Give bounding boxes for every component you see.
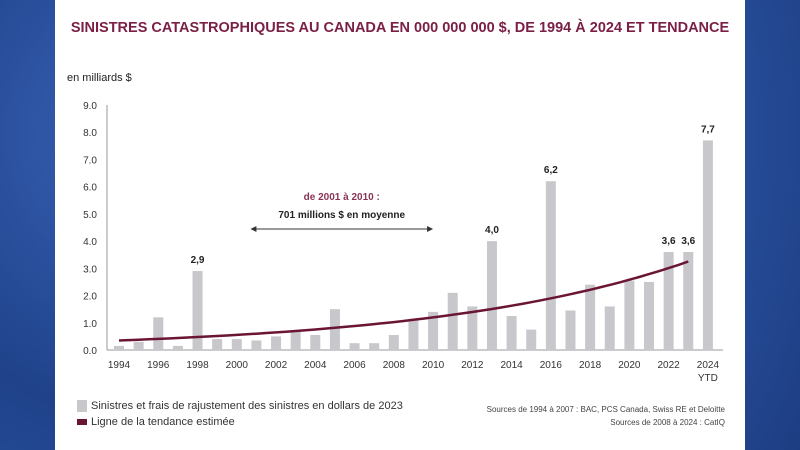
legend-bars: Sinistres et frais de rajustement des si… (77, 400, 403, 412)
legend-swatch-bars (77, 400, 87, 412)
bar-2011 (447, 292, 458, 350)
y-tick-label: 1.0 (83, 319, 97, 330)
legend-label: Ligne de la tendance estimée (91, 416, 235, 428)
legend-trend: Ligne de la tendance estimée (77, 416, 235, 428)
slide: SINISTRES CATASTROPHIQUES AU CANADA EN 0… (55, 0, 745, 450)
bar-2009 (408, 320, 419, 350)
bar-2020 (624, 280, 635, 350)
x-tick-label: 1994 (108, 360, 131, 371)
y-tick-label: 2.0 (83, 292, 97, 303)
bar-1994 (114, 345, 124, 350)
bar-2014 (506, 315, 517, 350)
bar-1998 (192, 271, 203, 350)
y-tick-label: 3.0 (83, 264, 97, 275)
x-tick-label: 2012 (461, 360, 484, 371)
x-tick-sublabel: YTD (698, 373, 718, 384)
y-axis-label: en milliards $ (67, 72, 132, 84)
bar-2017 (565, 310, 576, 350)
bar-2019 (604, 306, 615, 350)
data-label: 2,9 (191, 255, 205, 266)
bar-2018 (585, 284, 596, 350)
legend-swatch-trend (77, 419, 87, 425)
sources: Sources de 1994 à 2007 : BAC, PCS Canada… (487, 403, 725, 429)
bar-2016 (545, 181, 556, 350)
y-tick-label: 6.0 (83, 183, 97, 194)
bar-2010 (428, 311, 439, 350)
x-tick-label: 2006 (343, 360, 366, 371)
x-tick-label: 2010 (422, 360, 445, 371)
bar-2008 (388, 335, 399, 350)
y-tick-label: 4.0 (83, 237, 97, 248)
bar-2023 (683, 252, 694, 350)
bar-2001 (251, 340, 262, 350)
bar-1997 (172, 345, 183, 350)
bar-2015 (526, 329, 537, 350)
bar-1995 (133, 341, 144, 350)
bar-1999 (212, 339, 223, 350)
y-tick-label: 7.0 (83, 155, 97, 166)
chart: 0.0 1.0 2.0 3.0 4.0 5.0 6.0 7.0 8.0 9.0 1994 1996 19… (83, 101, 723, 384)
x-tick-label: 2018 (579, 360, 602, 371)
x-tick-label: 2004 (304, 360, 327, 371)
source-line: Sources de 2008 à 2024 : CatIQ (610, 418, 725, 427)
data-label: 3,6 (681, 236, 695, 247)
bar-1996 (153, 317, 164, 350)
bar-2007 (369, 343, 380, 350)
bar-2002 (271, 336, 282, 350)
x-tick-label: 1996 (147, 360, 170, 371)
bar-2013 (486, 241, 497, 350)
annotation-text: 701 millions $ en moyenne (278, 210, 405, 221)
bar-2012 (467, 306, 478, 350)
data-label: 3,6 (662, 236, 676, 247)
legend-label: Sinistres et frais de rajustement des si… (91, 400, 403, 412)
bar-2005 (329, 309, 340, 350)
bar-2006 (349, 343, 360, 350)
source-line: Sources de 1994 à 2007 : BAC, PCS Canada… (486, 405, 725, 414)
x-tick-label: 2008 (383, 360, 406, 371)
annotation-title: de 2001 à 2010 : (304, 192, 380, 203)
bar-2022 (663, 252, 674, 350)
data-label: 7,7 (701, 124, 715, 135)
bar-2021 (644, 281, 655, 350)
bar-2024 (702, 140, 713, 350)
x-tick-label: 1998 (186, 360, 209, 371)
x-tick-label: 2020 (618, 360, 641, 371)
y-tick-label: 8.0 (83, 128, 97, 139)
y-tick-label: 9.0 (83, 101, 97, 112)
data-label: 4,0 (485, 225, 499, 236)
x-tick-label: 2000 (226, 360, 249, 371)
x-tick-label: 2016 (540, 360, 563, 371)
y-tick-label: 0.0 (83, 346, 97, 357)
y-tick-label: 5.0 (83, 210, 97, 221)
bar-2000 (231, 339, 242, 350)
x-tick-label: 2022 (658, 360, 681, 371)
data-label: 6,2 (544, 165, 558, 176)
x-tick-label: 2024 (697, 360, 720, 371)
x-tick-label: 2014 (500, 360, 523, 371)
trend-line (118, 260, 689, 342)
bar-2004 (310, 335, 321, 350)
chart-title: SINISTRES CATASTROPHIQUES AU CANADA EN 0… (70, 20, 730, 36)
x-tick-label: 2002 (265, 360, 288, 371)
bar-2003 (290, 330, 301, 350)
